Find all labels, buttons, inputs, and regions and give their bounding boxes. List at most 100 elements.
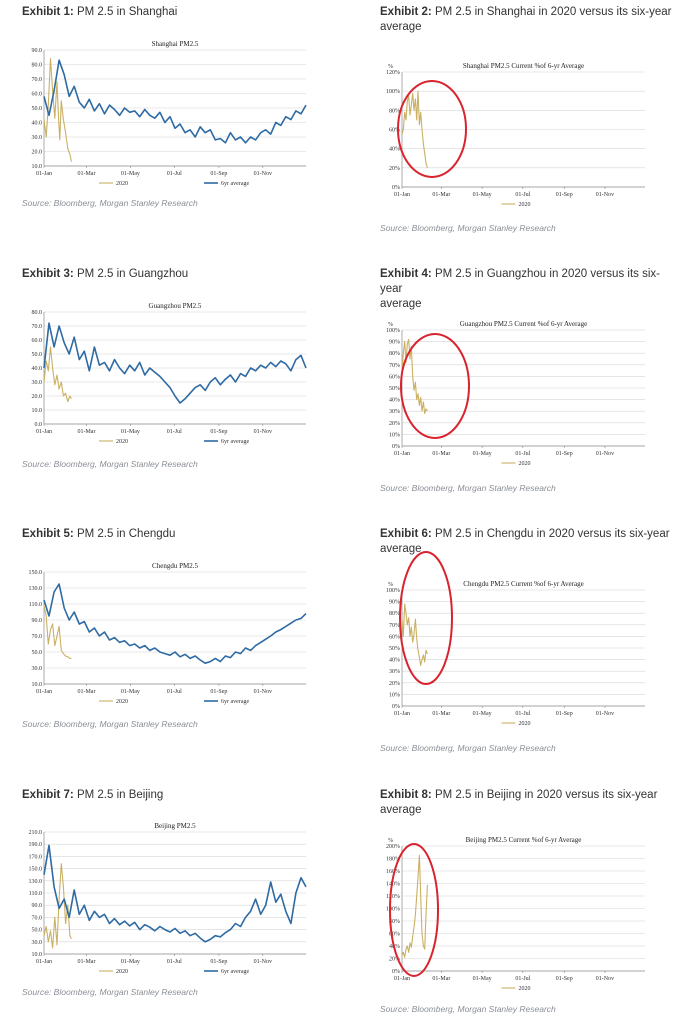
x-tick-label: 01-Mar	[432, 976, 450, 982]
guangzhou-ratio-chart: Guangzhou PM2.5 Current %of 6-yr Average…	[386, 320, 645, 467]
legend-label-2020: 2020	[116, 439, 128, 445]
y-tick-label: 10%	[389, 432, 400, 438]
exhibit-4-panel: Exhibit 4: PM 2.5 in Guangzhou in 2020 v…	[380, 267, 680, 312]
y-tick-label: 20%	[389, 957, 400, 963]
beijing-ratio-chart: Beijing PM2.5 Current %of 6-yr Average% 0…	[386, 836, 645, 992]
y-tick-label: 150.0	[29, 570, 43, 576]
y-tick-label: 20%	[389, 166, 400, 172]
y-tick-label: 90%	[389, 340, 400, 346]
y-tick-label: 90.0	[32, 618, 43, 624]
x-tick-label: 01-Sep	[556, 976, 573, 982]
y-tick-label: 130.0	[29, 879, 43, 885]
y-tick-label: 50%	[389, 386, 400, 392]
x-tick-label: 01-Jan	[36, 959, 52, 965]
legend-label-6yr-average: 6yr average	[221, 181, 249, 187]
exhibit-3-panel: Exhibit 3: PM 2.5 in Guangzhou	[22, 267, 342, 282]
y-tick-label: 50.0	[32, 352, 43, 358]
exhibit-7-panel: Exhibit 7: PM 2.5 in Beijing	[22, 788, 342, 803]
x-tick-label: 01-Jul	[515, 711, 530, 717]
legend-label-6yr-average: 6yr average	[221, 439, 249, 445]
x-tick-label: 01-Nov	[254, 171, 272, 177]
x-tick-label: 01-Sep	[556, 711, 573, 717]
legend-label-2020: 2020	[116, 181, 128, 187]
y-tick-label: 80.0	[32, 63, 43, 69]
shanghai-pm25-chart: Shanghai PM2.5 10.0 20.0 30.0 40.0 50.0 60.0 70…	[32, 40, 307, 187]
highlight-circle	[400, 333, 470, 439]
y-tick-label: 60.0	[32, 92, 43, 98]
y-tick-label: 30%	[389, 409, 400, 415]
y-tick-label: 170.0	[29, 854, 43, 860]
y-tick-label: 110.0	[29, 891, 42, 897]
y-tick-label: 70.0	[32, 634, 43, 640]
chart-title: Chengdu PM2.5	[152, 562, 198, 570]
source-note: Source: Bloomberg, Morgan Stanley Resear…	[380, 483, 556, 493]
x-tick-label: 01-Nov	[596, 976, 614, 982]
highlight-circle	[397, 80, 467, 178]
y-tick-label: 0.0	[35, 422, 43, 428]
x-tick-label: 01-Nov	[254, 959, 272, 965]
series-line-6yr-average	[43, 59, 307, 144]
y-tick-label: 200%	[386, 844, 400, 850]
x-tick-label: 01-Sep	[210, 959, 227, 965]
y-tick-label: 40.0	[32, 366, 43, 372]
x-tick-label: 01-Mar	[77, 689, 95, 695]
x-tick-label: 01-Jan	[394, 192, 410, 198]
x-tick-label: 01-May	[121, 171, 140, 177]
chart-title: Shanghai PM2.5 Current %of 6-yr Average	[463, 62, 584, 70]
y-tick-label: 70%	[389, 363, 400, 369]
y-tick-label: 20.0	[32, 394, 43, 400]
y-tick-label: 60.0	[32, 338, 43, 344]
y-tick-label: 70%	[389, 623, 400, 629]
y-tick-label: 140%	[386, 882, 400, 888]
y-tick-label: 150.0	[29, 867, 43, 873]
exhibit-title: Exhibit 4: PM 2.5 in Guangzhou in 2020 v…	[380, 268, 660, 310]
y-tick-label: 10%	[389, 692, 400, 698]
y-tick-label: 30.0	[32, 380, 43, 386]
y-tick-label: 90%	[389, 600, 400, 606]
y-tick-label: 10.0	[32, 682, 43, 688]
source-note: Source: Bloomberg, Morgan Stanley Resear…	[380, 1004, 556, 1014]
x-tick-label: 01-Jul	[167, 429, 182, 435]
x-tick-label: 01-Nov	[596, 192, 614, 198]
y-tick-label: 40%	[389, 147, 400, 153]
y-tick-label: 110.0	[29, 602, 42, 608]
y-tick-label: 60%	[389, 374, 400, 380]
y-tick-label: 30.0	[32, 135, 43, 141]
y-tick-label: 0%	[392, 444, 400, 450]
chart-title: Beijing PM2.5	[154, 822, 196, 830]
y-tick-label: 60%	[389, 128, 400, 134]
y-tick-label: 80%	[389, 611, 400, 617]
y-tick-label: 100%	[386, 328, 400, 334]
y-tick-label: 210.0	[29, 830, 43, 836]
x-tick-label: 01-Mar	[432, 451, 450, 457]
chart-title: Guangzhou PM2.5 Current %of 6-yr Average	[460, 320, 587, 328]
y-tick-label: 130.0	[29, 586, 43, 592]
y-tick-label: 50.0	[32, 106, 43, 112]
y-tick-label: 100%	[386, 588, 400, 594]
x-tick-label: 01-May	[473, 451, 492, 457]
chengdu-ratio-chart: Chengdu PM2.5 Current %of 6-yr Average% 0…	[386, 551, 645, 727]
guangzhou-pm25-chart: Guangzhou PM2.5 0.0 10.0 20.0 30.0 40.0 50.0 60…	[32, 302, 307, 445]
y-tick-label: 50%	[389, 646, 400, 652]
y-tick-label: 10.0	[32, 952, 43, 958]
legend-label-2020: 2020	[519, 461, 531, 467]
x-tick-label: 01-Sep	[210, 171, 227, 177]
exhibit-6-panel: Exhibit 6: PM 2.5 in Chengdu in 2020 ver…	[380, 527, 680, 557]
source-note: Source: Bloomberg, Morgan Stanley Resear…	[380, 223, 556, 233]
source-note: Source: Bloomberg, Morgan Stanley Resear…	[22, 198, 198, 208]
x-tick-label: 01-Jul	[167, 689, 182, 695]
y-tick-label: 0%	[392, 704, 400, 710]
y-tick-label: 70.0	[32, 77, 43, 83]
series-line-2020	[43, 346, 72, 403]
legend-label-2020: 2020	[519, 721, 531, 727]
shanghai-ratio-chart: Shanghai PM2.5 Current %of 6-yr Average%…	[386, 62, 645, 208]
x-tick-label: 01-Sep	[210, 689, 227, 695]
chart-title: Shanghai PM2.5	[152, 40, 199, 48]
y-axis-unit: %	[388, 838, 393, 844]
y-tick-label: 190.0	[29, 842, 43, 848]
series-line-2020	[43, 58, 72, 162]
y-tick-label: 30.0	[32, 666, 43, 672]
x-tick-label: 01-May	[473, 711, 492, 717]
x-tick-label: 01-Sep	[556, 451, 573, 457]
legend-label-6yr-average: 6yr average	[221, 699, 249, 705]
